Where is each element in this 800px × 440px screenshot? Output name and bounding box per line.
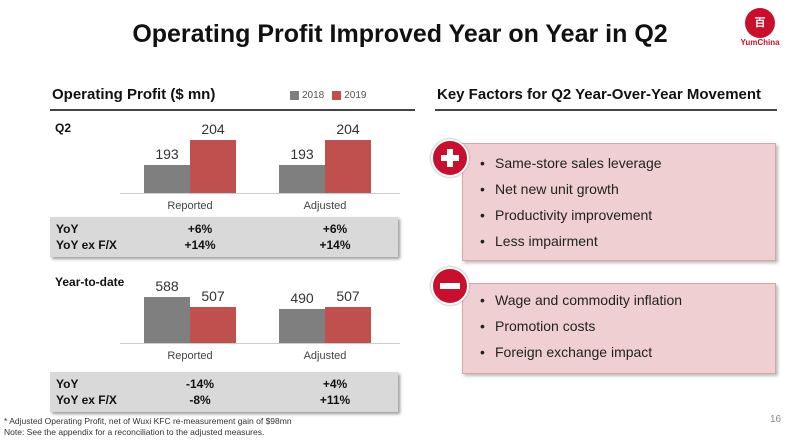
q2-chart: 193 204 Reported 193 204 Adjusted (120, 121, 400, 212)
bar-adjusted-2018 (279, 164, 325, 193)
ytd-yoy-box: YoY YoY ex F/X -14% -8% +4% +11% (50, 372, 398, 412)
adjusted-yoy: +6% (322, 222, 348, 236)
positive-factor: Net new unit growth (495, 181, 619, 197)
yoy-label: YoY (56, 377, 79, 391)
bar-reported-2019 (190, 139, 236, 193)
data-label: 490 (290, 290, 314, 307)
divider (435, 109, 777, 111)
legend-swatch-2019 (332, 91, 342, 100)
page-number: 16 (770, 414, 782, 425)
yoy-label: YoY (56, 222, 79, 236)
divider (50, 109, 415, 111)
data-label: 204 (201, 120, 225, 137)
operating-profit-header: Operating Profit ($ mn) (52, 86, 216, 103)
negative-factor: Foreign exchange impact (495, 344, 653, 360)
bar-reported-2018 (144, 164, 190, 193)
adjusted-yoy-ex-fx: +14% (319, 238, 351, 252)
data-label: 193 (155, 145, 179, 162)
category-label: Reported (167, 350, 213, 362)
reported-yoy: -14% (185, 377, 214, 391)
reported-yoy-ex-fx: -8% (189, 393, 211, 407)
negative-factors-box: Wage and commodity inflation Promotion c… (462, 283, 776, 374)
key-factors-header: Key Factors for Q2 Year-Over-Year Moveme… (437, 86, 762, 103)
plus-icon (431, 139, 469, 177)
q2-yoy-box: YoY YoY ex F/X +6% +14% +6% +14% (50, 217, 398, 257)
adjusted-yoy: +4% (322, 377, 348, 391)
reported-yoy: +6% (187, 222, 213, 236)
minus-icon (431, 267, 469, 305)
positive-factor: Less impairment (495, 233, 598, 249)
yoy-ex-fx-label: YoY ex F/X (56, 393, 117, 407)
bar-reported-2018 (144, 297, 190, 343)
data-label: 204 (336, 120, 360, 137)
ytd-label: Year-to-date (55, 275, 125, 289)
yoy-ex-fx-label: YoY ex F/X (56, 238, 117, 252)
adjusted-yoy-ex-fx: +11% (319, 393, 351, 407)
chart-legend: 2018 2019 (290, 90, 367, 101)
bar-adjusted-2019 (325, 139, 371, 193)
legend-label: 2019 (344, 90, 367, 101)
slide-title: Operating Profit Improved Year on Year i… (132, 20, 668, 48)
negative-factor: Promotion costs (495, 318, 596, 334)
data-label: 193 (290, 145, 314, 162)
footnote: * Adjusted Operating Profit, net of Wuxi… (4, 416, 292, 426)
positive-factor: Productivity improvement (495, 207, 653, 223)
footnote: Note: See the appendix for a reconciliat… (4, 427, 265, 437)
legend-swatch-2018 (290, 91, 299, 100)
data-label: 507 (201, 287, 225, 304)
yumchina-logo: 百 YumChina (735, 8, 785, 47)
bar-adjusted-2018 (279, 309, 325, 343)
positive-factor: Same-store sales leverage (495, 155, 662, 171)
category-label: Adjusted (303, 200, 347, 212)
data-label: 507 (336, 287, 360, 304)
negative-factor: Wage and commodity inflation (495, 292, 683, 308)
data-label: 588 (155, 278, 179, 295)
legend-label: 2018 (302, 90, 325, 101)
positive-factors-box: Same-store sales leverage Net new unit g… (462, 143, 776, 261)
ytd-chart: 588 507 Reported 490 507 Adjusted (120, 278, 400, 362)
q2-label: Q2 (55, 121, 72, 135)
bar-reported-2019 (190, 306, 236, 343)
reported-yoy-ex-fx: +14% (184, 238, 216, 252)
bar-adjusted-2019 (325, 306, 371, 343)
category-label: Adjusted (303, 350, 347, 362)
category-label: Reported (167, 200, 213, 212)
